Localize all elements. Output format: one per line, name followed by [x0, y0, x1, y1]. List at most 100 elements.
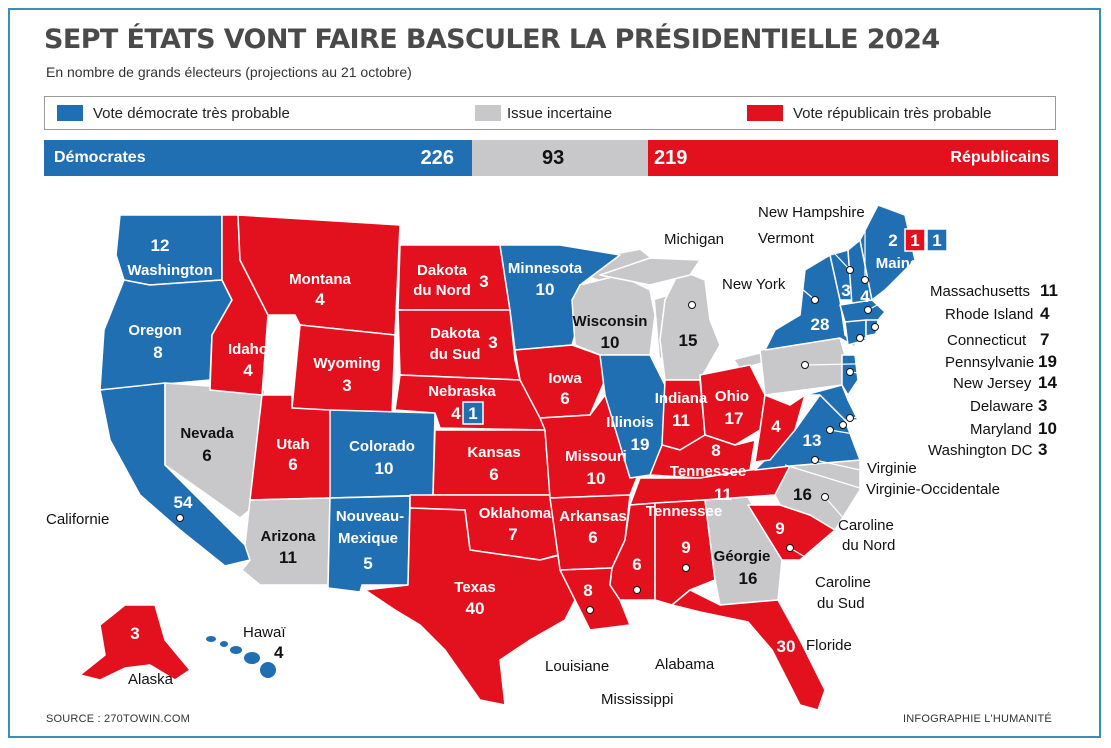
hawaii-island-5 [260, 662, 276, 678]
hawaii-islands [206, 636, 276, 678]
ny-name: New York [722, 276, 786, 293]
la-value: 8 [583, 581, 592, 600]
tally-label-rep: Républicains [950, 149, 1050, 166]
ri-value: 4 [1040, 304, 1050, 323]
nv-name: Nevada [180, 425, 234, 442]
az-value: 11 [279, 548, 297, 567]
state-wv [754, 394, 806, 463]
legend: Vote démocrate très probable Issue incer… [44, 96, 1056, 130]
mi-value: 15 [679, 331, 698, 350]
state-ct [844, 319, 867, 346]
nj-value: 14 [1038, 373, 1057, 392]
ne-dem-district-box [462, 401, 484, 425]
al-name: Alabama [655, 656, 715, 673]
state-wi [571, 274, 656, 356]
wy-value: 3 [342, 376, 351, 395]
legend-swatch-dem [57, 105, 83, 121]
me-dem-district-box [926, 228, 948, 252]
ia-value: 6 [560, 389, 569, 408]
mt-name: Montana [289, 271, 351, 288]
tn-value: 11 [714, 485, 732, 504]
sc-name-line-1: Caroline [815, 574, 871, 591]
me-rep-district-value: 1 [910, 231, 919, 250]
state-fl [671, 589, 826, 711]
mt-value: 4 [315, 290, 325, 309]
nm-value: 5 [363, 554, 372, 573]
de-name: Delaware [970, 398, 1033, 415]
ok-name: Oklahoma [479, 505, 552, 522]
tally-bar-uncertain: 93 [472, 140, 648, 176]
vt-name: Vermont [758, 230, 815, 247]
nd-name-line-2: du Nord [413, 282, 471, 299]
sd-name-line-1: Dakota [430, 325, 481, 342]
in-state-labels: 12 Washington Oregon 8 54 Nevada 6 Idaho… [127, 231, 918, 656]
ny-value: 28 [811, 315, 830, 334]
nd-value: 3 [479, 272, 488, 291]
state-ak [79, 604, 191, 681]
md-name: Maryland [970, 421, 1032, 438]
hi-value: 4 [274, 643, 284, 662]
wa-name: Washington [127, 262, 212, 279]
state-ia [514, 344, 606, 419]
sc-value: 9 [775, 519, 784, 538]
legend-label-uncertain: Issue incertaine [507, 104, 613, 122]
wi-name: Wisconsin [573, 313, 648, 330]
mo-name: Missouri [565, 448, 627, 465]
source-credit: SOURCE : 270TOWIN.COM [46, 713, 190, 725]
tally-bar-rep: 219 Républicains [648, 140, 1058, 176]
legend-swatch-uncertain [475, 105, 501, 121]
ct-value: 7 [1040, 330, 1049, 349]
de-value: 3 [1038, 396, 1047, 415]
ga-value: 16 [739, 569, 758, 588]
dc-name: Washington DC [928, 442, 1033, 459]
wv-value: 4 [771, 417, 781, 436]
ok-value: 7 [508, 525, 517, 544]
mi-name: Michigan [664, 231, 724, 248]
oh-name: Ohio [715, 388, 749, 405]
state-mi-up [599, 257, 701, 286]
ne-value: 4 [451, 404, 461, 423]
mn-value: 10 [536, 280, 555, 299]
page-title: SEPT ÉTATS VONT FAIRE BASCULER LA PRÉSID… [44, 24, 940, 55]
ar-name: Arkansas [559, 508, 627, 525]
oh-value: 17 [725, 409, 744, 428]
tally-bar-dem: Démocrates 226 [44, 140, 472, 176]
nv-value: 6 [202, 446, 211, 465]
me-rep-district-box [904, 228, 926, 252]
mo-value: 10 [587, 469, 606, 488]
id-name: Idaho [228, 341, 268, 358]
ut-value: 6 [288, 455, 297, 474]
co-value: 10 [375, 459, 394, 478]
ak-value: 3 [130, 624, 139, 643]
legend-item-dem: Vote démocrate très probable [57, 97, 290, 129]
state-ma [839, 299, 886, 323]
ks-value: 6 [489, 465, 498, 484]
hawaii-island-1 [206, 636, 216, 642]
leader-lines [784, 225, 966, 561]
hawaii-island-4 [244, 652, 260, 664]
legend-label-dem: Vote démocrate très probable [93, 104, 290, 122]
mn-name: Minnesota [508, 260, 583, 277]
state-ks [432, 429, 551, 496]
subtitle: En nombre de grands électeurs (projectio… [46, 64, 412, 80]
tally-label-dem: Démocrates [54, 149, 146, 166]
legend-label-rep: Vote républicain très probable [793, 104, 992, 122]
tally-value-uncertain: 93 [542, 147, 565, 169]
me-dem-district-value: 1 [932, 231, 941, 250]
md-value: 10 [1038, 419, 1057, 438]
in-name: Indiana [655, 390, 708, 407]
me-value: 2 [888, 231, 897, 250]
state-mi [659, 269, 721, 381]
wi-value: 10 [601, 333, 620, 352]
nc-name-line-1: Caroline [838, 517, 894, 534]
nj-name: New Jersey [953, 375, 1032, 392]
tx-value: 40 [466, 599, 485, 618]
nc-name-line-2: du Nord [842, 537, 895, 554]
state-mt [237, 214, 401, 336]
az-name: Arizona [260, 528, 316, 545]
va-name: Virginie [867, 460, 917, 477]
author-credit: INFOGRAPHIE L'HUMANITÉ [903, 713, 1052, 725]
ca-name: Californie [46, 511, 109, 528]
ut-name: Utah [276, 436, 309, 453]
